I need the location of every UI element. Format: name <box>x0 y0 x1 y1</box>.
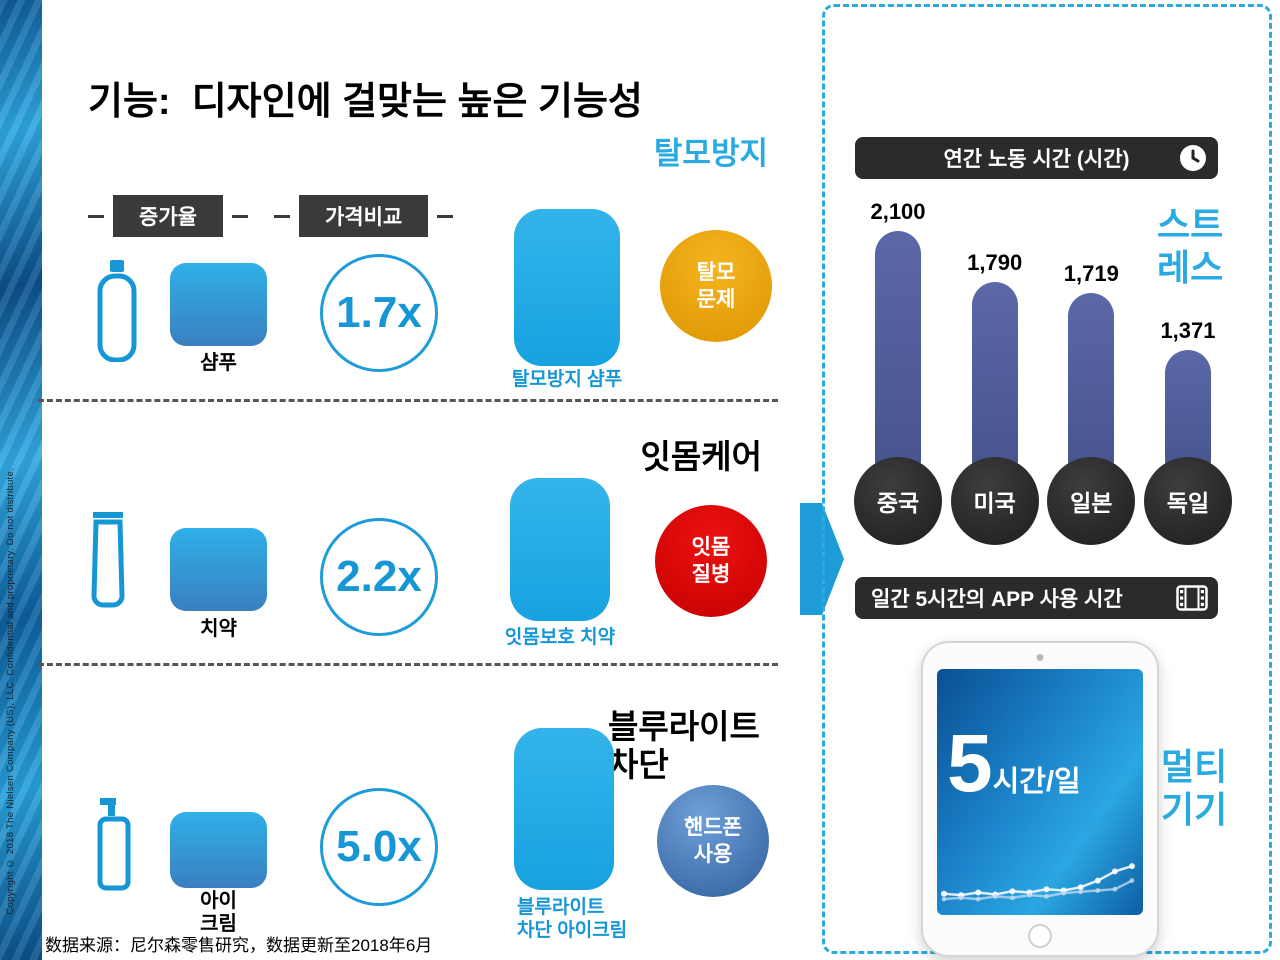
growth-rate-label: 증가율 <box>113 195 223 237</box>
bar <box>971 282 1018 483</box>
dashed-separator <box>38 399 778 402</box>
insight-panel: 연간 노동 시간 (시간) 2,100 중국 1,790 미국 1,719 일본 1,371… <box>822 4 1272 957</box>
tablet-screen: 5 시간/일 <box>937 669 1143 915</box>
tablet-camera-dot <box>1036 654 1044 661</box>
feature-product-swatch <box>514 728 614 890</box>
issue-badge-phoneuse: 핸드폰 사용 <box>657 785 769 897</box>
screen-usage-text: 5 시간/일 <box>947 723 1081 805</box>
screen-hours-unit: 시간/일 <box>992 766 1081 798</box>
dashed-separator <box>38 663 778 666</box>
bar-value-label: 1,719 <box>1063 261 1119 286</box>
multiplier-badge: 5.0x <box>320 788 438 906</box>
feature-product-label: 잇몸보호 치약 <box>504 627 616 648</box>
toothpaste-tube-icon <box>91 512 125 608</box>
app-usage-sparkline <box>941 863 1135 902</box>
legend-row: 증가율 가격비교 <box>88 195 454 237</box>
legend-price: 가격비교 <box>273 195 454 237</box>
multiplier-badge: 1.7x <box>320 254 438 372</box>
screen-hours-number: 5 <box>947 718 993 809</box>
feature-product-swatch <box>514 209 620 366</box>
dash-line <box>273 214 290 218</box>
bar-category-circle: 일본 <box>1047 457 1136 545</box>
tablet-device: 5 시간/일 <box>921 641 1159 957</box>
base-product-label: 아이 크림 <box>200 890 237 935</box>
bar-column-1: 1,790 미국 <box>950 250 1040 545</box>
base-product-swatch <box>170 812 267 888</box>
bar <box>875 231 921 483</box>
bar-column-2: 1,719 일본 <box>1046 261 1136 545</box>
bar-column-0: 2,100 중국 <box>853 199 943 545</box>
work-hours-header-label: 연간 노동 시간 (시간) <box>943 148 1130 171</box>
base-product-label: 치약 <box>200 618 237 640</box>
multi-device-label: 멀티 기기 <box>1161 746 1228 831</box>
issue-badge-gumdisease: 잇몸 질병 <box>655 505 767 617</box>
issue-badge-hairloss: 탈모 문제 <box>660 230 772 342</box>
work-hours-chart: 2,100 중국 1,790 미국 1,719 일본 1,371 독일 <box>853 189 1233 545</box>
base-product-swatch <box>170 528 267 611</box>
bar-value-label: 1,790 <box>967 250 1023 275</box>
film-icon <box>1176 585 1208 611</box>
pump-bottle-icon <box>97 798 131 891</box>
price-compare-label: 가격비교 <box>298 195 429 237</box>
section-heading-bluelight: 블루라이트 차단 <box>608 708 760 783</box>
app-usage-header-label: 일간 5시간의 APP 사용 시간 <box>871 588 1123 611</box>
page-title: 기능: 디자인에 걸맞는 높은 기능성 <box>88 81 643 123</box>
base-product-label: 샴푸 <box>200 352 237 374</box>
bar-category-circle: 미국 <box>950 457 1039 545</box>
dash-line <box>437 214 454 218</box>
clock-icon <box>1180 145 1206 171</box>
dash-line <box>231 214 248 218</box>
dash-line <box>88 214 104 218</box>
bar-value-label: 2,100 <box>870 199 926 224</box>
bar-category-circle: 독일 <box>1143 457 1232 545</box>
section-heading-hairloss: 탈모방지 <box>653 136 768 171</box>
bar-column-3: 1,371 독일 <box>1143 318 1233 545</box>
bar <box>1068 293 1115 483</box>
multiplier-badge: 2.2x <box>320 518 438 636</box>
stress-label: 스트 레스 <box>1157 204 1224 289</box>
work-hours-header: 연간 노동 시간 (시간) <box>855 137 1218 179</box>
shampoo-bottle-icon <box>97 260 137 362</box>
feature-product-swatch <box>510 478 610 621</box>
base-product-swatch <box>170 263 267 346</box>
bar-value-label: 1,371 <box>1160 318 1216 343</box>
app-usage-header: 일간 5시간의 APP 사용 시간 <box>855 577 1218 619</box>
bar-category-circle: 중국 <box>854 457 942 545</box>
copyright-note: Copyright © 2018 The Nielsen Company (US… <box>5 468 16 915</box>
section-heading-gumcare: 잇몸케어 <box>640 438 762 475</box>
tablet-home-button <box>1028 924 1052 948</box>
legend-growth: 증가율 <box>88 195 248 237</box>
source-note: 数据来源：尼尔森零售研究，数据更新至2018年6月 <box>45 936 433 955</box>
feature-product-label: 블루라이트 차단 아이크림 <box>517 897 628 941</box>
left-decorative-strip <box>0 0 42 960</box>
feature-product-label: 탈모방지 샴푸 <box>511 369 623 390</box>
